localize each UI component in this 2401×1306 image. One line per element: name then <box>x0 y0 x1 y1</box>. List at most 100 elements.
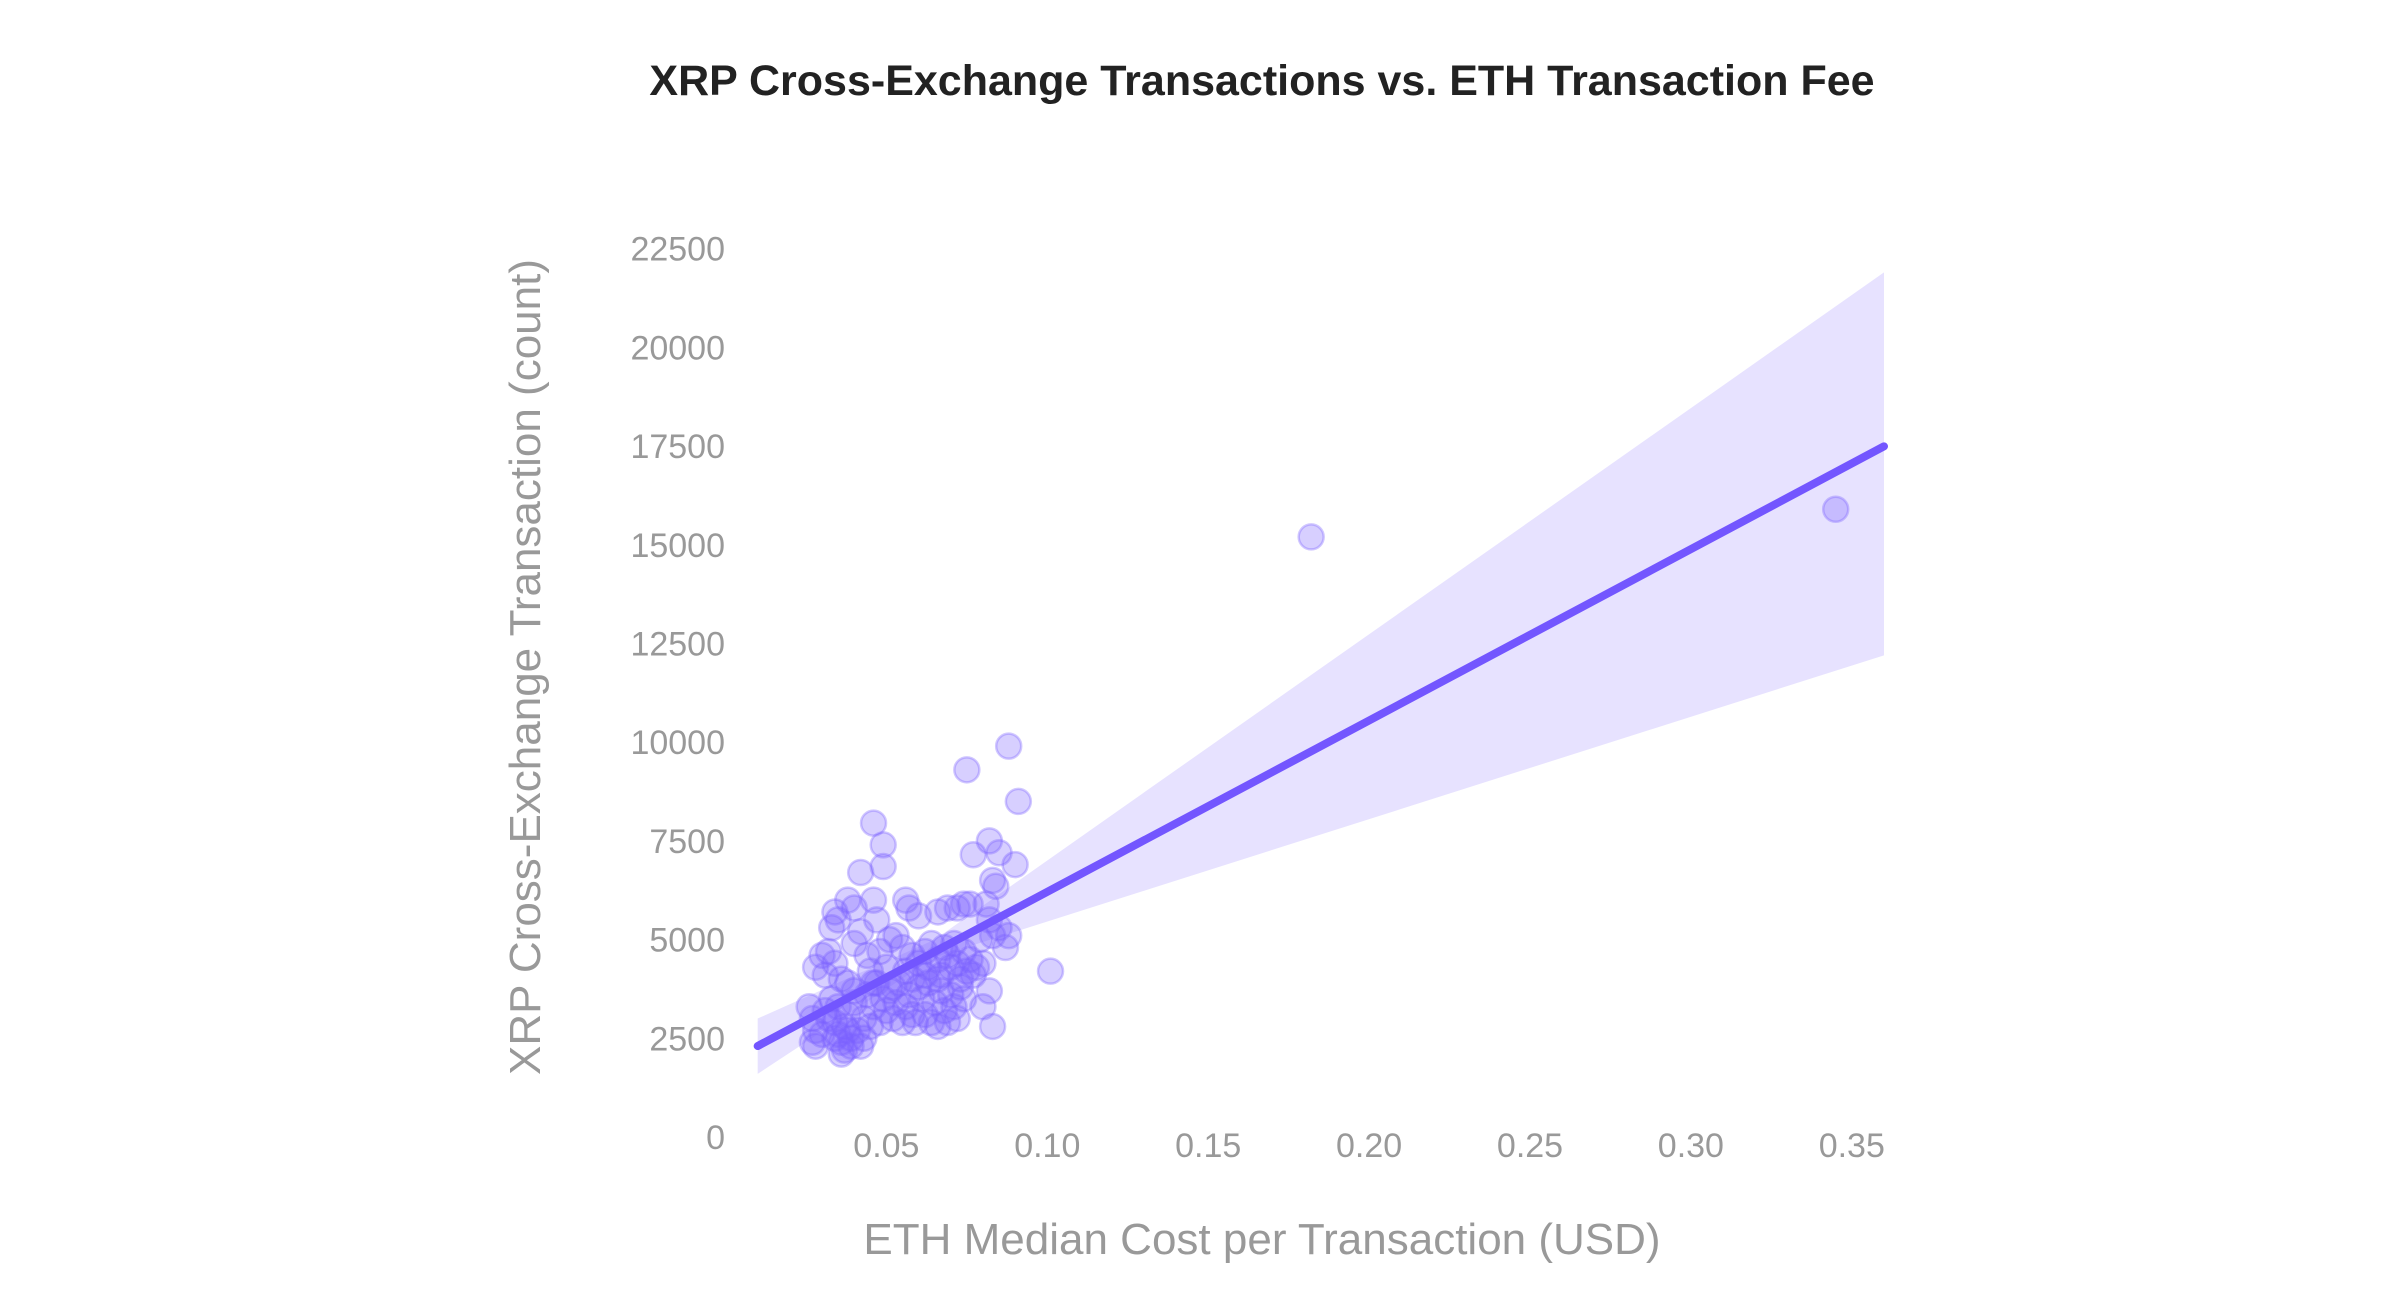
data-point <box>956 890 984 918</box>
data-point <box>994 921 1023 950</box>
regression-line <box>753 442 1888 1051</box>
y-tick-label: 2500 <box>649 1020 725 1058</box>
data-point <box>869 852 897 881</box>
data-point <box>821 1008 849 1037</box>
x-tick-label: 0.10 <box>1014 1127 1080 1165</box>
y-tick-label: 15000 <box>630 527 725 565</box>
data-point <box>949 890 978 918</box>
y-tick-label: 22500 <box>630 231 725 269</box>
data-point <box>827 1040 856 1068</box>
x-tick-label: 0.15 <box>1175 1127 1241 1165</box>
data-point <box>875 925 904 954</box>
y-tick-label: 5000 <box>649 922 725 960</box>
data-point <box>834 886 862 914</box>
data-point <box>908 985 936 1013</box>
data-point <box>891 992 920 1021</box>
y-tick-label: 7500 <box>649 823 725 861</box>
data-point <box>930 996 959 1025</box>
data-point <box>943 1004 971 1033</box>
data-point <box>946 965 975 993</box>
data-point <box>991 933 1020 962</box>
data-point <box>911 1000 939 1029</box>
data-point <box>924 965 952 993</box>
data-point <box>817 914 846 942</box>
data-point <box>969 992 997 1021</box>
data-point <box>895 981 923 1009</box>
data-point <box>824 906 852 934</box>
data-point <box>824 1020 852 1049</box>
data-point <box>850 1024 878 1053</box>
data-point <box>859 886 888 914</box>
data-point <box>962 953 991 981</box>
data-point <box>937 953 965 981</box>
data-point <box>898 1000 926 1029</box>
x-tick-label: 0.30 <box>1658 1127 1724 1165</box>
data-point <box>859 809 888 837</box>
data-point <box>972 890 1000 918</box>
data-point <box>879 1004 907 1033</box>
data-point <box>978 866 1007 895</box>
data-point <box>811 961 840 989</box>
data-point <box>827 1028 856 1056</box>
data-point <box>821 949 849 978</box>
data-point <box>1297 523 1325 551</box>
data-point <box>808 1020 836 1049</box>
data-point <box>850 1004 878 1033</box>
data-point <box>933 894 962 922</box>
data-point <box>846 858 875 887</box>
confidence-band <box>757 272 1884 1074</box>
data-point <box>895 894 923 922</box>
data-point <box>866 1008 894 1037</box>
data-point <box>943 949 971 978</box>
data-point <box>872 996 901 1025</box>
y-tick-label: 10000 <box>630 724 725 762</box>
data-point <box>862 906 891 934</box>
x-tick-label: 0.25 <box>1497 1127 1563 1165</box>
data-point <box>821 1024 849 1053</box>
data-point <box>994 732 1023 760</box>
data-point <box>808 941 836 970</box>
data-point <box>927 977 955 1005</box>
x-tick-label: 0.35 <box>1819 1127 1885 1165</box>
points-layer <box>795 495 1850 1068</box>
y-tick-label: 12500 <box>630 626 725 664</box>
data-point <box>866 937 894 966</box>
data-point <box>1821 495 1850 524</box>
x-axis-label: ETH Median Cost per Transaction (USD) <box>863 1215 1660 1264</box>
data-point <box>904 973 933 1001</box>
data-point <box>869 831 897 859</box>
data-point <box>959 961 988 989</box>
y-tick-label: 0 <box>706 1119 725 1157</box>
y-axis-label: XRP Cross-Exchange Transaction (count) <box>501 259 550 1075</box>
data-point <box>1001 850 1029 879</box>
data-point <box>837 1024 865 1053</box>
data-point <box>943 894 971 922</box>
data-point <box>978 1012 1007 1041</box>
data-point <box>859 992 888 1021</box>
data-point <box>927 961 955 989</box>
data-point <box>814 937 843 966</box>
data-point <box>940 992 968 1021</box>
data-point <box>798 1028 827 1056</box>
data-point <box>846 1032 875 1060</box>
data-point <box>975 977 1004 1005</box>
data-point <box>840 894 868 922</box>
data-point <box>843 1016 872 1045</box>
data-point <box>834 1016 862 1045</box>
data-point <box>985 838 1013 867</box>
data-point <box>959 840 988 869</box>
data-point <box>853 941 881 970</box>
y-tick-labels: 0 2500 5000 7500 10000 12500 15000 17500 20000 22… <box>630 231 725 1157</box>
data-point <box>856 1012 885 1041</box>
y-tick-label: 20000 <box>630 329 725 367</box>
x-tick-label: 0.05 <box>853 1127 919 1165</box>
data-point <box>956 945 984 974</box>
data-point <box>827 965 856 993</box>
data-point <box>830 1012 859 1041</box>
data-point <box>914 969 942 997</box>
data-point <box>917 1008 946 1037</box>
data-point <box>1004 787 1033 816</box>
y-tick-label: 17500 <box>630 428 725 466</box>
data-point <box>982 872 1010 901</box>
x-tick-labels: 0.05 0.10 0.15 0.20 0.25 0.30 0.35 <box>853 1127 1885 1165</box>
